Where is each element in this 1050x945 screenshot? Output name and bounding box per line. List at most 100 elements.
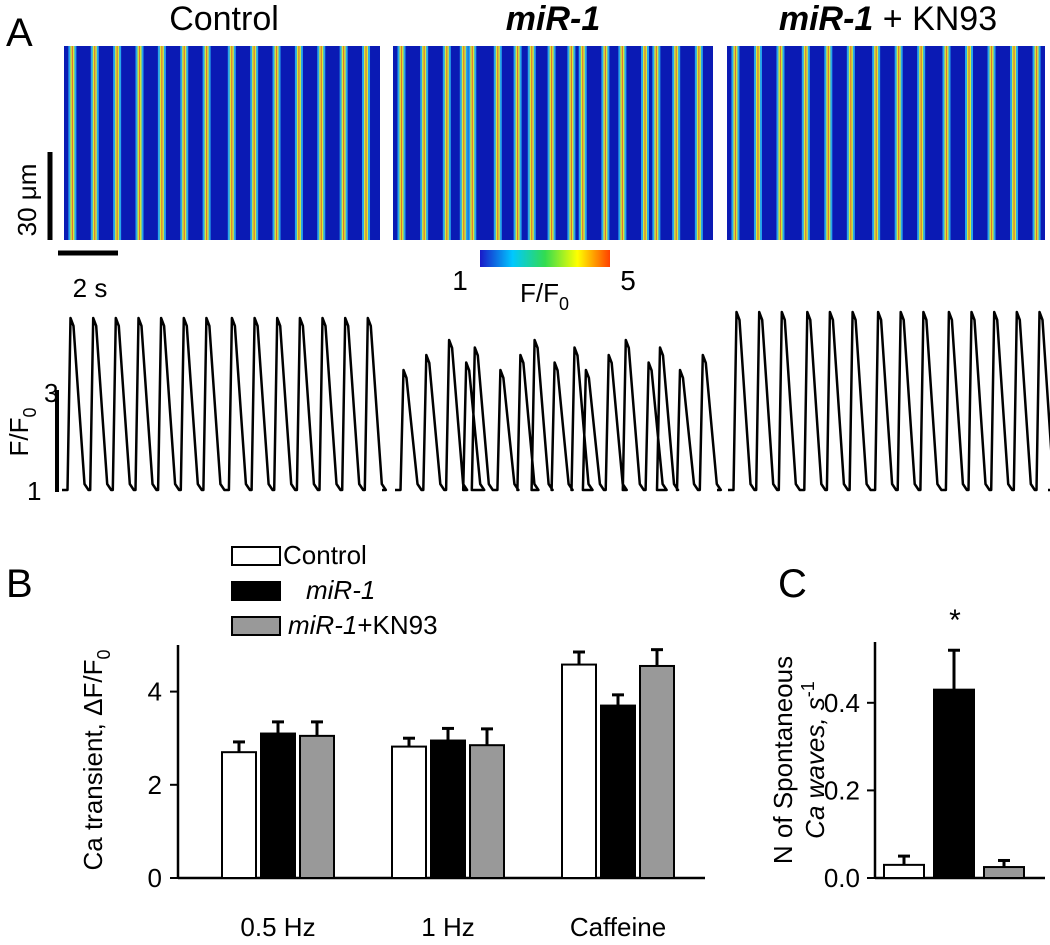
c-ylabel-line2-main: Ca waves, s — [800, 697, 830, 839]
linescan-peak-2-4 — [827, 46, 829, 240]
b-ytick-label-2: 4 — [148, 677, 162, 707]
c-bar-2 — [983, 866, 1025, 879]
linescan-peak-1-3 — [463, 46, 465, 240]
legend-label-mir1-kn93: miR-1+KN93 — [288, 610, 438, 640]
panel-c-letter: C — [778, 562, 807, 606]
panel-c: C 0.0 0.2 0.4 * N of Spontaneous Ca waves,… — [768, 562, 1045, 893]
b-xtick-label-2: Caffeine — [570, 912, 666, 942]
linescan-peak-0-4 — [161, 46, 163, 240]
linescan-peak-0-10 — [298, 46, 300, 240]
linescan-bg-2 — [727, 46, 1045, 240]
linescan-peak-2-13 — [1035, 46, 1038, 240]
legend-label-mir1: miR-1 — [306, 575, 375, 605]
title-mir1-kn93-suffix: + KN93 — [873, 0, 997, 38]
panel-a-letter: A — [6, 11, 33, 55]
c-significance-annotation: * — [949, 604, 961, 637]
colorbar-label-main: F/F — [520, 278, 559, 308]
legend: Control miR-1 miR-1+KN93 — [231, 540, 438, 640]
linescan-peak-0-12 — [343, 46, 345, 240]
linescan-peak-0-5 — [183, 46, 185, 240]
c-ylabel-line1: N of Spontaneous — [768, 656, 798, 864]
trace-0 — [62, 316, 388, 492]
scale-bar-vertical-label: 30 μm — [12, 164, 42, 237]
linescan-peak-2-7 — [898, 46, 900, 240]
c-ylabel-line2: Ca waves, s-1 — [798, 681, 830, 839]
linescan-peak-2-2 — [779, 46, 782, 240]
linescan-peak-0-3 — [138, 46, 141, 240]
linescan-peak-1-1 — [423, 46, 425, 240]
b-ylabel-sub: 0 — [94, 650, 114, 660]
trace-scale-bottom: 1 — [27, 476, 41, 506]
legend-label-control: Control — [283, 540, 367, 570]
b-bar-2-1 — [469, 744, 505, 879]
c-bars — [883, 648, 1025, 879]
trace-ylabel-main: F/F — [4, 418, 34, 457]
colorbar-label-sub: 0 — [559, 294, 569, 314]
panel-b-letter: B — [6, 562, 33, 606]
linescan-bg-0 — [64, 46, 380, 240]
b-bars — [221, 648, 675, 880]
linescan-peak-0-2 — [116, 46, 118, 240]
linescan-peak-0-11 — [320, 46, 322, 240]
title-control: Control — [169, 0, 279, 38]
b-bar-2-2 — [639, 664, 675, 879]
linescan-peak-2-12 — [1013, 46, 1015, 240]
c-ytick-label-0: 0.0 — [824, 863, 860, 893]
linescan-peak-1-0 — [400, 46, 403, 240]
colorbar-min-label: 1 — [452, 265, 468, 296]
title-mir1: miR-1 — [506, 0, 600, 38]
colorbar-label: F/F0 — [520, 278, 569, 314]
c-ylabel-sup: -1 — [798, 681, 818, 697]
legend-swatch-control — [231, 546, 281, 566]
linescan-peak-0-1 — [94, 46, 96, 240]
panel-a: A Control miR-1 miR-1 + KN93 30 μm 2 s 1… — [4, 0, 1050, 506]
linescan-peak-0-8 — [253, 46, 255, 240]
fluorescence-traces — [62, 310, 1050, 492]
b-bar-0-1 — [391, 745, 427, 880]
legend-label-mir1-kn93-italic: miR-1 — [288, 610, 357, 640]
trace-scale-top: 3 — [44, 378, 58, 408]
linescan-peak-1-12 — [621, 46, 623, 240]
linescan-peak-2-0 — [734, 46, 737, 240]
linescan-peak-0-6 — [206, 46, 208, 240]
b-bar-1-1 — [430, 739, 466, 880]
linescan-peak-1-14 — [655, 46, 657, 240]
linescan-peak-2-1 — [757, 46, 759, 240]
linescan-peak-1-2 — [446, 46, 448, 240]
linescan-peak-2-11 — [990, 46, 993, 240]
linescan-peak-2-8 — [920, 46, 922, 240]
linescan-peak-0-7 — [231, 46, 233, 240]
legend-swatch-mir1-kn93 — [231, 616, 281, 636]
title-mir1-main: miR-1 — [506, 0, 600, 38]
legend-swatch-mir1 — [231, 581, 281, 601]
b-ytick-label-0: 0 — [148, 863, 162, 893]
title-control-main: Control — [169, 0, 279, 38]
linescan-peak-2-3 — [805, 46, 807, 240]
linescan-peak-1-16 — [698, 46, 700, 240]
trace-ylabel-sub: 0 — [20, 407, 40, 417]
b-ytick-label-1: 2 — [148, 770, 162, 800]
b-bar-1-2 — [600, 704, 636, 880]
linescan-peak-2-5 — [850, 46, 852, 240]
trace-2 — [728, 310, 1050, 492]
title-mir1-kn93: miR-1 + KN93 — [779, 0, 997, 38]
linescan-peak-2-10 — [968, 46, 970, 240]
linescan-peak-1-7 — [531, 46, 533, 240]
b-ylabel: Ca transient, ΔF/F0 — [78, 650, 114, 871]
c-ytick-label-1: 0.2 — [824, 775, 860, 805]
linescan-peak-1-6 — [517, 46, 519, 240]
title-mir1-kn93-main: miR-1 — [779, 0, 873, 38]
colorbar-max-label: 5 — [620, 265, 636, 296]
b-x-labels: 0.5 Hz 1 Hz Caffeine — [240, 912, 666, 942]
linescan-images — [64, 46, 1045, 240]
b-bar-0-2 — [561, 663, 597, 880]
linescan-peak-1-10 — [582, 46, 584, 240]
linescan-peak-1-11 — [604, 46, 606, 240]
c-y-ticks: 0.0 0.2 0.4 — [824, 688, 875, 893]
linescan-peak-1-4 — [471, 46, 473, 240]
linescan-peak-1-8 — [550, 46, 553, 240]
linescan-peak-1-13 — [644, 46, 646, 240]
panel-b: B Control miR-1 miR-1+KN93 0 2 4 0.5 Hz 1 H… — [6, 540, 705, 942]
trace-1 — [395, 338, 723, 492]
